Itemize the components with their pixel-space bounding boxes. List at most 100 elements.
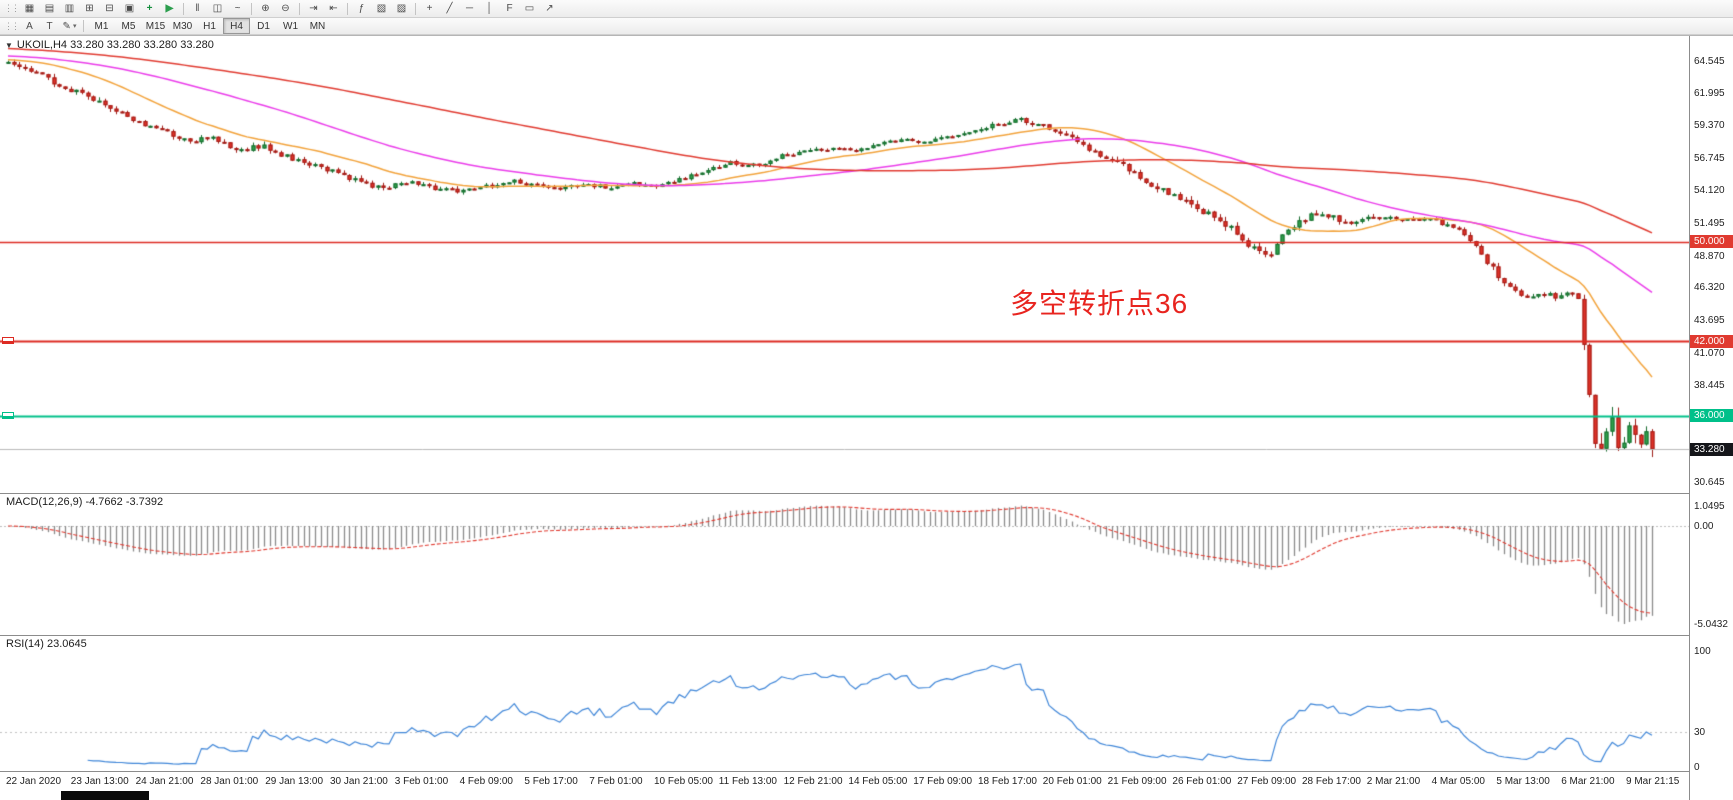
price-badge-42.000: 42.000: [1690, 334, 1733, 348]
panel-separator[interactable]: [0, 635, 1733, 636]
rsi-canvas[interactable]: [0, 636, 1689, 771]
toolbar-separator: [299, 2, 300, 15]
price-axis-label: 56.745: [1694, 152, 1725, 164]
trendline-button[interactable]: ╱: [446, 3, 453, 14]
toolbar-separator: [415, 2, 416, 15]
text-tool-button[interactable]: T: [46, 20, 53, 32]
macd-panel: MACD(12,26,9) -4.7662 -3.7392: [0, 494, 1733, 635]
symbol-ohlc-text: UKOIL,H4 33.280 33.280 33.280 33.280: [16, 39, 214, 51]
timeframe-m30[interactable]: M30: [172, 20, 193, 32]
price-axis-border: [1689, 36, 1690, 800]
panel-separator[interactable]: [0, 493, 1733, 494]
templates-button[interactable]: ▨: [396, 3, 407, 14]
toolbar-row-2: ⋮⋮ A T ✎ ▾ M1 M5 M15 M30 H1 H4 D1 W1 MN: [0, 18, 1733, 35]
annotation-text[interactable]: 多空转折点36: [1010, 288, 1189, 319]
autotrading-button[interactable]: ▶: [165, 3, 174, 14]
time-axis-label: 4 Feb 09:00: [459, 776, 513, 787]
toolbar-row-1: ⋮⋮ ▦ ▤ ▥ ⊞ ⊟ ▣ + ▶ ‖ ◫ ~ ⊕ ⊖ ⇥ ⇤ ƒ ▧ ▨ + ╱ ─ │ F ▭ ↗: [0, 0, 1733, 18]
toolbar-separator: [347, 2, 348, 15]
hline-handle-42[interactable]: [2, 337, 14, 344]
rsi-panel: RSI(14) 23.0645: [0, 636, 1733, 771]
time-axis-label: 5 Mar 13:00: [1496, 776, 1550, 787]
time-axis-label: 3 Feb 01:00: [394, 776, 449, 787]
time-axis-label: 10 Feb 05:00: [654, 776, 713, 787]
timeframe-m1[interactable]: M1: [94, 20, 109, 32]
horizontal-line-button[interactable]: ─: [465, 3, 474, 14]
time-axis-label: 30 Jan 21:00: [330, 776, 388, 787]
new-chart-button[interactable]: ▦: [24, 3, 35, 14]
time-axis-label: 28 Feb 17:00: [1302, 776, 1361, 787]
terminal-button[interactable]: ▣: [124, 3, 135, 14]
timeframe-h4[interactable]: H4: [223, 18, 250, 34]
time-axis-label: 2 Mar 21:00: [1366, 776, 1421, 787]
price-panel: ▼ UKOIL,H4 33.280 33.280 33.280 33.280 多…: [0, 36, 1733, 493]
periods-button[interactable]: ▧: [376, 3, 387, 14]
time-axis-label: 22 Jan 2020: [6, 776, 62, 787]
price-axis-label: 30.645: [1694, 477, 1725, 489]
new-order-button[interactable]: +: [146, 3, 153, 14]
price-axis-label: 59.370: [1694, 120, 1725, 132]
time-axis-label: 28 Jan 01:00: [200, 776, 259, 787]
toolbar-separator: [83, 20, 84, 32]
time-axis-label: 12 Feb 21:00: [783, 776, 843, 787]
price-axis-label: 51.495: [1694, 218, 1725, 230]
timeframe-mn[interactable]: MN: [309, 20, 326, 32]
rsi-scale-label: 30: [1694, 727, 1706, 739]
time-axis[interactable]: 22 Jan 2020 23 Jan 13:00 24 Jan 21:00 28 Ja…: [0, 772, 1733, 800]
time-axis-label: 9 Mar 21:15: [1626, 776, 1680, 787]
rsi-scale-label: 0: [1694, 762, 1700, 773]
chart-shift-button[interactable]: ⇤: [329, 3, 338, 14]
timeframes-group: M1 M5 M15 M30 H1 H4 D1 W1 MN: [88, 18, 331, 34]
time-axis-label: 7 Feb 01:00: [589, 776, 643, 787]
price-axis[interactable]: 64.545 61.995 59.370 56.745 54.120 51.495 48.8…: [1690, 36, 1733, 800]
object-tools-group: A T ✎ ▾: [20, 18, 79, 34]
time-axis-label: 17 Feb 09:00: [913, 776, 973, 787]
price-axis-label: 43.695: [1694, 314, 1725, 326]
time-axis-label: 4 Mar 05:00: [1431, 776, 1485, 787]
timeframe-m15[interactable]: M15: [145, 20, 166, 32]
time-axis-label: 23 Jan 13:00: [70, 776, 129, 787]
macd-canvas[interactable]: [0, 494, 1689, 635]
rsi-scale-label: 100: [1694, 646, 1711, 657]
bar-chart-button[interactable]: ‖: [195, 3, 200, 14]
time-axis-label: 21 Feb 09:00: [1107, 776, 1167, 787]
zoom-out-button[interactable]: ⊖: [281, 3, 290, 14]
auto-scroll-button[interactable]: ⇥: [309, 3, 318, 14]
one-click-trading-arrow[interactable]: ▼: [5, 40, 13, 50]
drawing-tool-button[interactable]: ✎ ▾: [62, 20, 77, 32]
macd-label: MACD(12,26,9) -4.7662 -3.7392: [6, 496, 164, 508]
time-axis-label: 20 Feb 01:00: [1042, 776, 1102, 787]
navigator-button[interactable]: ⊟: [105, 3, 114, 14]
timeframe-m5[interactable]: M5: [121, 20, 136, 32]
price-badge-33.280: 33.280: [1690, 442, 1733, 456]
profiles-button[interactable]: ▤: [44, 3, 55, 14]
candlestick-chart-button[interactable]: ◫: [212, 3, 223, 14]
timeframe-h1[interactable]: H1: [203, 20, 216, 32]
line-chart-button[interactable]: ~: [234, 3, 241, 14]
toolbar-separator: [251, 2, 252, 15]
timeframe-w1[interactable]: W1: [283, 20, 298, 32]
price-axis-label: 41.070: [1694, 347, 1725, 359]
fibonacci-button[interactable]: F: [506, 3, 513, 14]
rsi-label: RSI(14) 23.0645: [6, 638, 87, 650]
data-window-button[interactable]: ⊞: [85, 3, 94, 14]
indicators-button[interactable]: ƒ: [358, 3, 365, 14]
zoom-in-button[interactable]: ⊕: [261, 3, 270, 14]
cursor-tool-button[interactable]: A: [26, 20, 33, 32]
timeframe-d1[interactable]: D1: [257, 20, 270, 32]
price-axis-label: 38.445: [1694, 380, 1725, 392]
vertical-line-button[interactable]: │: [486, 3, 493, 14]
time-axis-label: 6 Mar 21:00: [1561, 776, 1615, 787]
crosshair-button[interactable]: +: [426, 3, 433, 14]
price-axis-label: 54.120: [1694, 185, 1725, 197]
price-badge-36.000: 36.000: [1690, 409, 1733, 423]
shapes-button[interactable]: ▭: [524, 3, 535, 14]
price-chart-canvas[interactable]: [0, 36, 1689, 493]
price-axis-label: 61.995: [1694, 87, 1725, 99]
arrow-object-button[interactable]: ↗: [545, 3, 554, 14]
market-watch-button[interactable]: ▥: [64, 3, 75, 14]
hline-handle-36[interactable]: [2, 411, 14, 419]
time-axis-label: 27 Feb 09:00: [1237, 776, 1297, 787]
toolbar-grip: ⋮⋮: [4, 3, 20, 13]
